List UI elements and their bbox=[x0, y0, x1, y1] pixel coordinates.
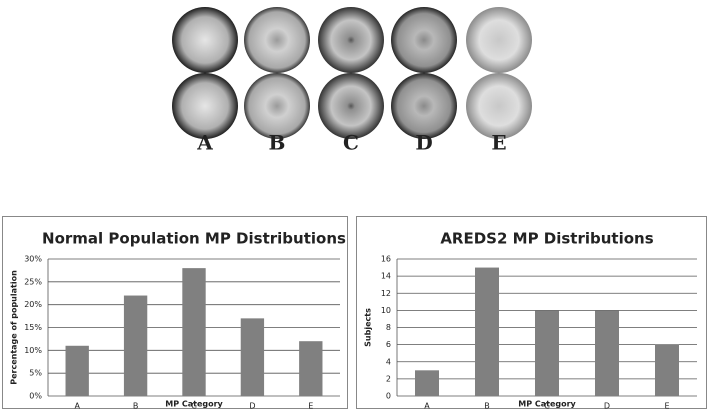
y-tick-label: 12 bbox=[381, 289, 391, 298]
y-tick-label: 4 bbox=[386, 357, 391, 366]
fundus-image bbox=[466, 73, 532, 139]
bar bbox=[415, 370, 439, 396]
x-tick-label: B bbox=[484, 402, 490, 411]
fundus-image bbox=[318, 7, 384, 73]
y-tick-label: 2 bbox=[386, 374, 391, 383]
x-tick-label: B bbox=[133, 402, 139, 411]
fundus-image bbox=[172, 73, 238, 139]
x-axis-label: MP Category bbox=[165, 400, 223, 409]
y-axis-label: Percentage of population bbox=[10, 270, 19, 385]
bar bbox=[655, 344, 679, 396]
y-tick-label: 0 bbox=[386, 392, 391, 401]
image-label: A bbox=[196, 131, 213, 155]
image-label: C bbox=[343, 131, 359, 155]
fundus-image bbox=[318, 73, 384, 139]
y-tick-label: 16 bbox=[381, 255, 391, 264]
fundus-images bbox=[172, 7, 532, 139]
y-tick-label: 10% bbox=[24, 346, 42, 355]
x-tick-label: E bbox=[664, 402, 669, 411]
fundus-image bbox=[244, 7, 310, 73]
x-tick-label: C bbox=[544, 402, 550, 411]
fundus-image bbox=[391, 73, 457, 139]
fundus-image bbox=[466, 7, 532, 73]
bar bbox=[535, 310, 559, 396]
y-tick-label: 14 bbox=[381, 272, 391, 281]
y-tick-label: 15% bbox=[24, 323, 42, 332]
chart-title: AREDS2 MP Distributions bbox=[440, 230, 653, 248]
image-label: B bbox=[269, 131, 286, 155]
x-tick-label: C bbox=[191, 402, 197, 411]
x-tick-label: D bbox=[604, 402, 610, 411]
y-tick-label: 10 bbox=[381, 306, 391, 315]
x-tick-label: A bbox=[424, 402, 430, 411]
x-tick-label: E bbox=[308, 402, 313, 411]
fundus-image bbox=[244, 73, 310, 139]
bar bbox=[123, 295, 148, 396]
image-label: D bbox=[415, 131, 432, 155]
y-tick-label: 20% bbox=[24, 300, 42, 309]
bar bbox=[299, 341, 323, 396]
y-tick-label: 5% bbox=[29, 369, 42, 378]
chart-title: Normal Population MP Distributions bbox=[42, 230, 346, 248]
x-tick-label: A bbox=[74, 402, 80, 411]
y-axis-label: Subjects bbox=[364, 308, 373, 347]
bar bbox=[65, 345, 89, 396]
x-axis-label: MP Category bbox=[518, 400, 576, 409]
y-tick-label: 30% bbox=[24, 255, 42, 264]
bar bbox=[595, 310, 619, 396]
y-tick-label: 8 bbox=[386, 323, 391, 332]
y-tick-label: 25% bbox=[24, 277, 42, 286]
bar bbox=[475, 267, 499, 396]
fundus-image bbox=[391, 7, 457, 73]
y-tick-label: 0% bbox=[29, 392, 42, 401]
y-tick-label: 6 bbox=[386, 340, 391, 349]
bar bbox=[240, 318, 265, 396]
x-tick-label: D bbox=[249, 402, 255, 411]
chart-frame bbox=[2, 216, 348, 409]
image-label: E bbox=[491, 131, 506, 155]
bar bbox=[182, 268, 206, 396]
fundus-image bbox=[172, 7, 238, 73]
chart-frame bbox=[356, 216, 707, 409]
